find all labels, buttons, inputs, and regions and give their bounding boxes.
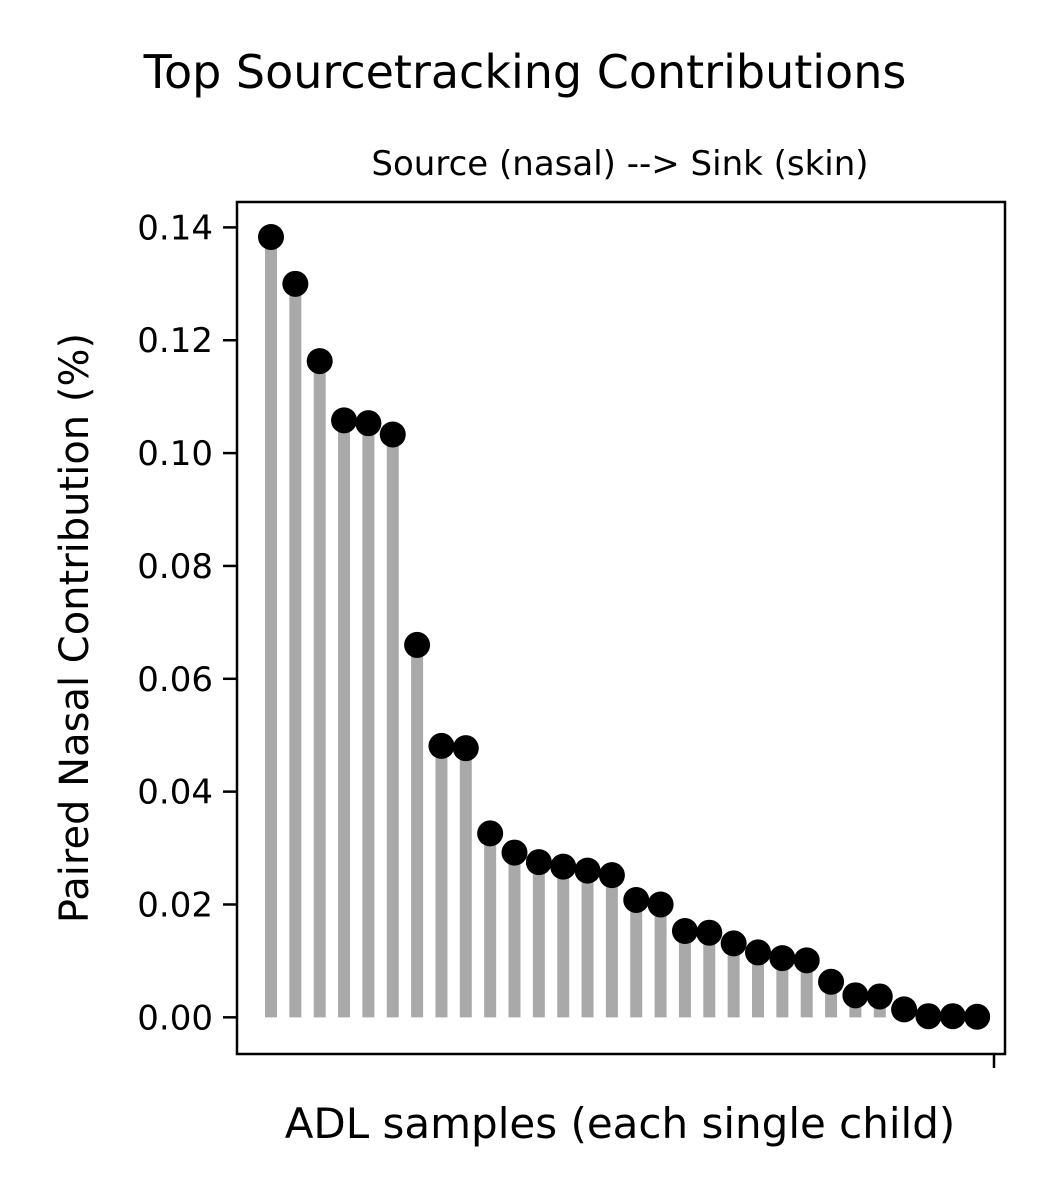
data-point — [964, 1003, 991, 1030]
data-point — [282, 270, 309, 297]
data-point — [331, 407, 358, 434]
y-tick-label: 0.02 — [137, 885, 213, 925]
data-point — [379, 421, 406, 448]
data-point — [525, 849, 552, 876]
y-tick-label: 0.00 — [137, 998, 213, 1038]
data-point — [793, 947, 820, 974]
data-point — [355, 410, 382, 437]
data-point — [306, 348, 333, 375]
data-point — [550, 853, 577, 880]
data-point — [647, 891, 674, 918]
data-point — [891, 996, 918, 1023]
y-tick-label: 0.08 — [137, 547, 213, 587]
data-point — [404, 631, 431, 658]
data-point — [623, 886, 650, 913]
y-tick-label: 0.06 — [137, 660, 213, 700]
markers — [258, 223, 991, 1030]
data-point — [720, 930, 747, 957]
data-point — [818, 968, 845, 995]
y-axis-ticks: 0.00 0.02 0.04 0.06 0.08 0.10 0.12 0.14 — [137, 208, 237, 1038]
data-point — [452, 735, 479, 762]
plot-frame — [235, 200, 1007, 1056]
data-point — [696, 919, 723, 946]
chart-subtitle: Source (nasal) --> Sink (skin) — [371, 144, 868, 184]
x-axis-label: ADL samples (each single child) — [285, 1099, 956, 1148]
stems — [265, 236, 984, 1018]
y-tick-label: 0.14 — [137, 208, 213, 248]
data-point — [501, 839, 528, 866]
data-point — [939, 1003, 966, 1030]
data-point — [915, 1003, 942, 1030]
data-point — [574, 857, 601, 884]
y-tick-label: 0.12 — [137, 321, 213, 361]
chart-title: Top Sourcetracking Contributions — [143, 45, 907, 99]
data-point — [258, 223, 284, 250]
data-point — [671, 917, 698, 944]
data-point — [842, 982, 869, 1009]
data-point — [598, 862, 625, 889]
data-point — [428, 732, 455, 759]
data-point — [769, 945, 796, 972]
data-point — [866, 983, 893, 1010]
data-point — [745, 939, 771, 966]
y-tick-label: 0.04 — [137, 773, 213, 813]
y-tick-label: 0.10 — [137, 434, 213, 474]
data-point — [477, 820, 504, 847]
y-axis-label: Paired Nasal Contribution (%) — [52, 333, 98, 923]
